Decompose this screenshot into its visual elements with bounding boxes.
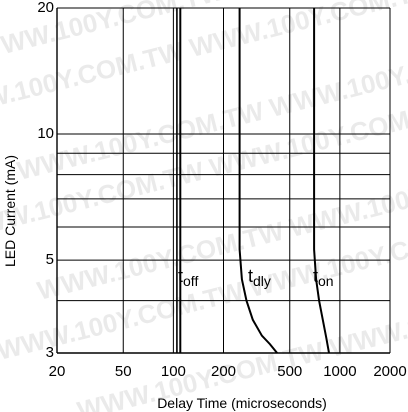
tick-layer: 20 50 100 200 500 1000 2000 3 5 10 20	[37, 0, 406, 380]
grid-layer	[56, 7, 391, 354]
y-axis-label: LED Current (mA)	[2, 155, 18, 267]
y-tick-label: 20	[37, 0, 54, 16]
curve-label-dly: tdly	[248, 266, 271, 289]
curve-on	[313, 8, 330, 354]
curve-label-off: toff	[178, 266, 198, 289]
x-tick-label: 20	[49, 363, 66, 380]
x-tick-label: 1000	[323, 363, 356, 380]
y-tick-label: 10	[37, 125, 54, 142]
curve-label-layer: toff tdly ton	[178, 266, 334, 289]
curve-label-on: ton	[313, 266, 334, 289]
curve-dly	[238, 8, 278, 354]
x-tick-label: 500	[277, 363, 302, 380]
x-tick-label: 50	[115, 363, 132, 380]
x-axis-label: Delay Time (microseconds)	[157, 395, 327, 411]
x-tick-label: 2000	[373, 363, 406, 380]
x-tick-label: 200	[211, 363, 236, 380]
series-layer	[176, 8, 330, 354]
y-tick-label: 3	[46, 344, 54, 361]
x-tick-label: 100	[161, 363, 186, 380]
y-tick-label: 5	[46, 251, 54, 268]
